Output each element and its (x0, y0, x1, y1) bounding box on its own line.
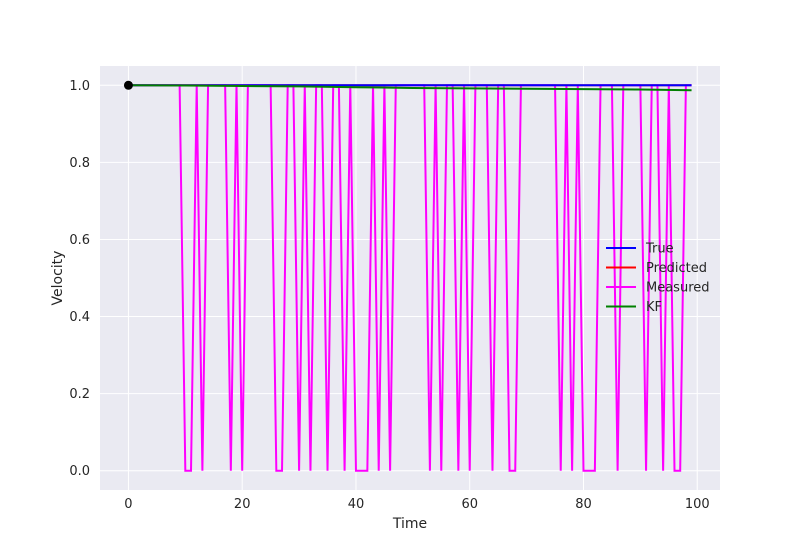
x-tick-label: 80 (575, 497, 592, 512)
y-tick-label: 1.0 (69, 79, 90, 94)
data-markers (123, 80, 133, 90)
y-tick-label: 0.2 (69, 387, 90, 402)
x-tick-label: 20 (234, 497, 251, 512)
y-tick-labels: 0.0 0.2 0.4 0.6 0.8 1.0 (69, 79, 90, 479)
legend-label-kf: KF (646, 300, 662, 315)
y-tick-label: 0.4 (69, 310, 90, 325)
x-tick-label: 60 (461, 497, 478, 512)
x-tick-label: 0 (124, 497, 132, 512)
y-tick-label: 0.6 (69, 233, 90, 248)
legend-label-measured: Measured (646, 281, 710, 296)
y-tick-label: 0.0 (69, 464, 90, 479)
x-axis-label: Time (392, 516, 427, 532)
legend-label-predicted: Predicted (646, 261, 707, 276)
x-tick-labels: 0 20 40 60 80 100 (124, 497, 709, 512)
y-axis-label: Velocity (50, 251, 66, 306)
legend-label-true: True (645, 242, 674, 257)
x-tick-label: 40 (348, 497, 365, 512)
legend: True Predicted Measured KF (606, 242, 710, 315)
x-tick-label: 100 (685, 497, 710, 512)
series-lines (128, 84, 692, 472)
start-point-marker (123, 80, 133, 90)
series-line-kf (128, 84, 692, 92)
y-tick-label: 0.8 (69, 156, 90, 171)
